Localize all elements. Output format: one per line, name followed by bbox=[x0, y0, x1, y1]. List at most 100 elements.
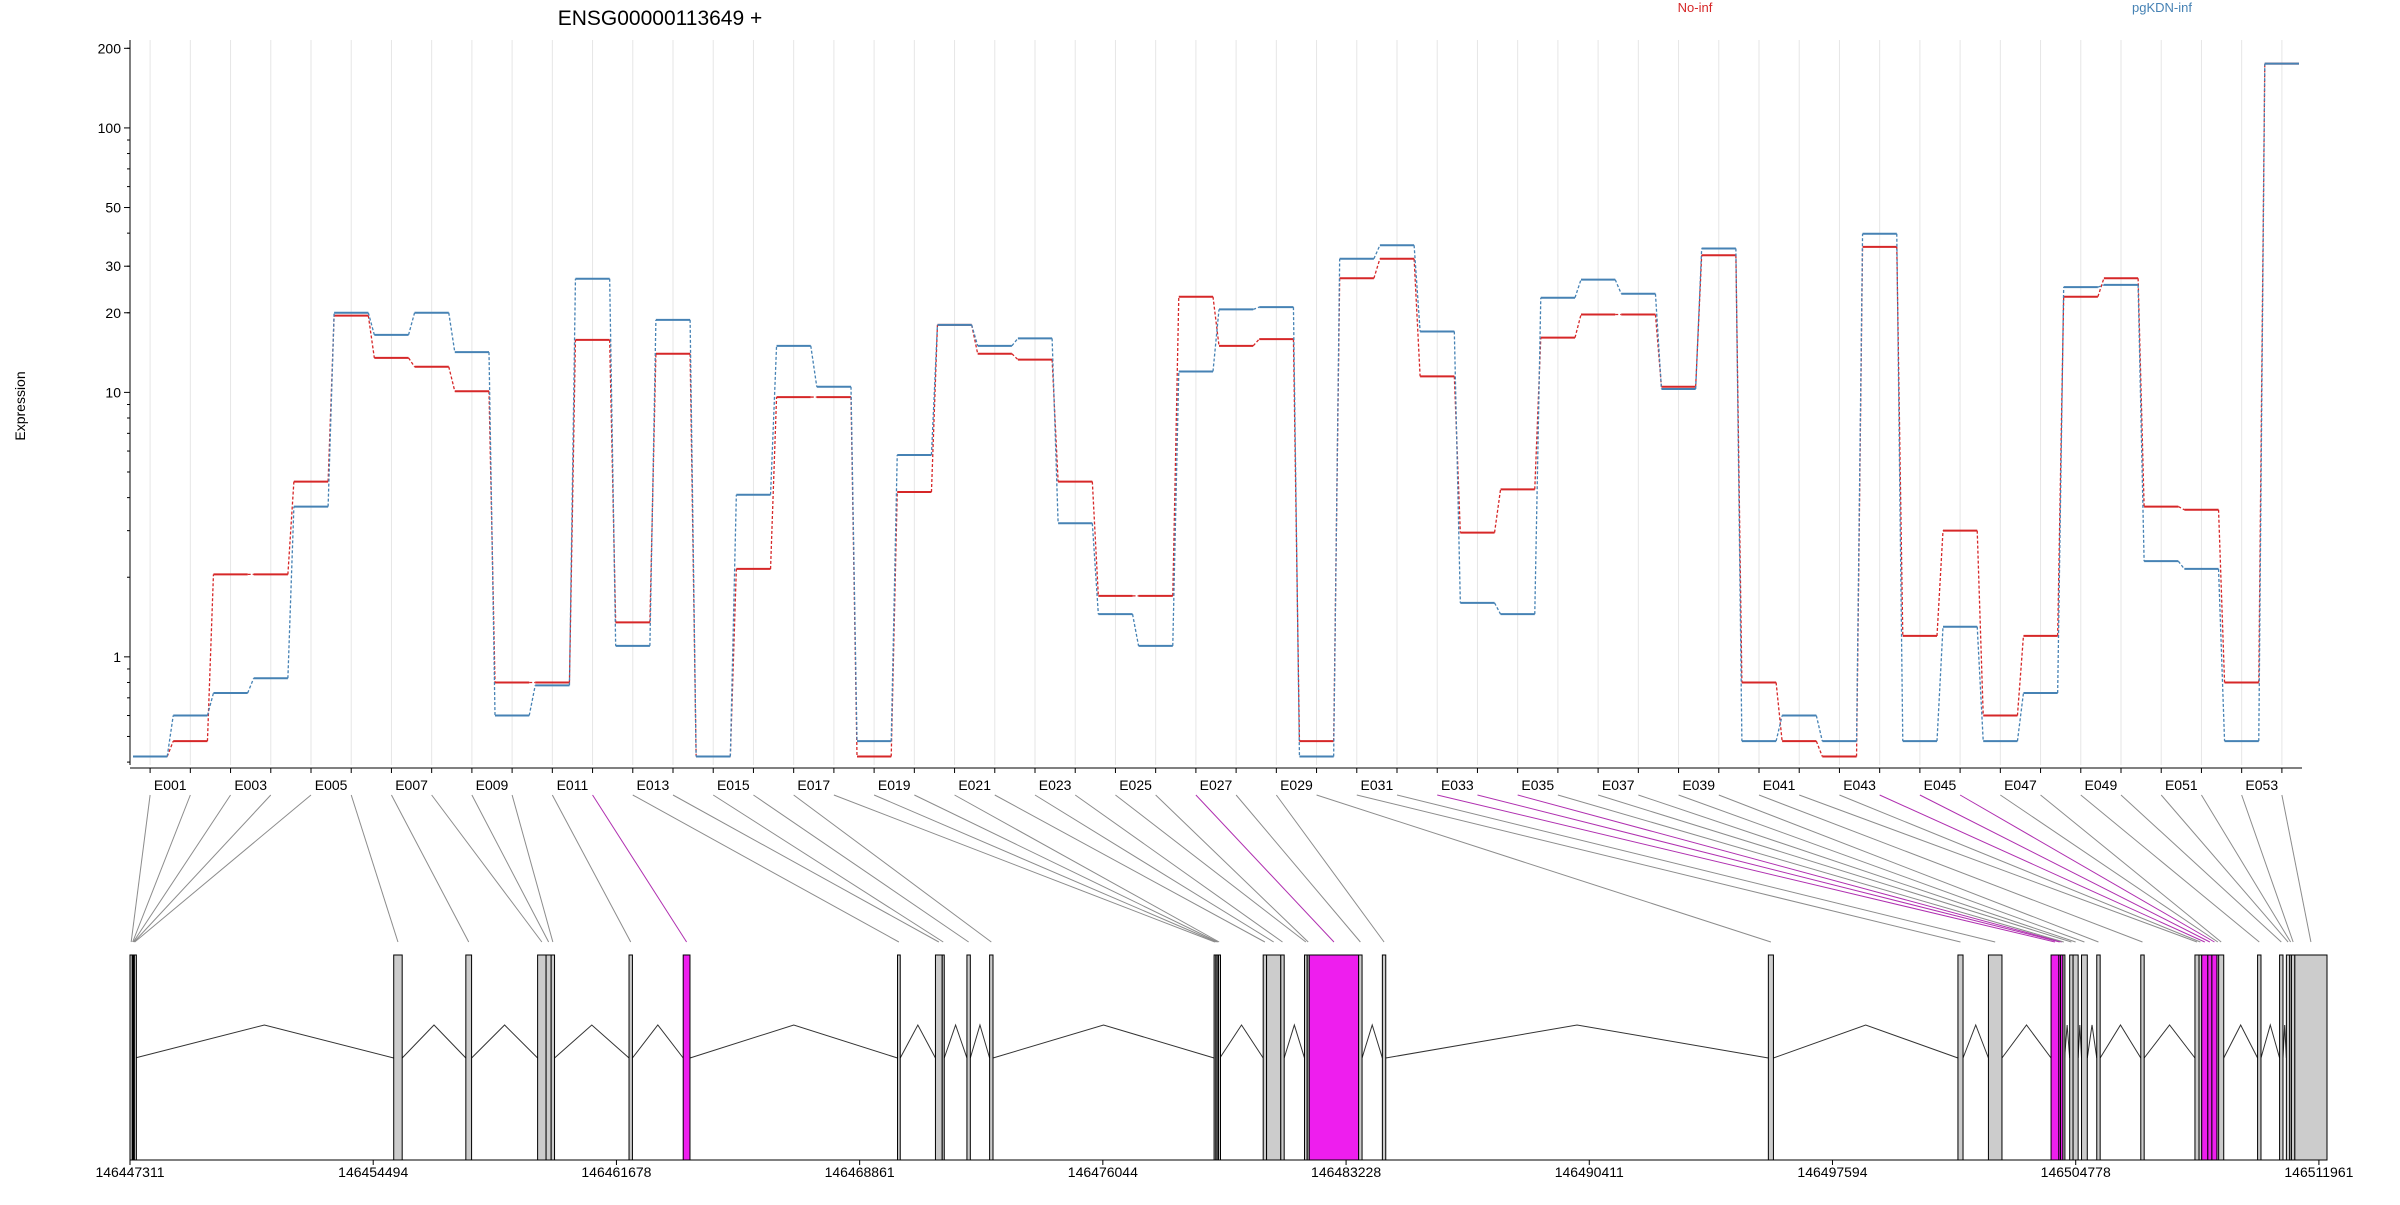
series-2-connector bbox=[1735, 248, 1743, 742]
exon-box bbox=[2201, 954, 2209, 1161]
series-2-connector bbox=[1453, 331, 1461, 603]
exon-connector bbox=[134, 794, 312, 943]
exon-connector bbox=[2040, 794, 2222, 943]
exon-connector bbox=[1638, 794, 2076, 943]
legend-label-series-2: pgKDN-inf bbox=[2132, 0, 2192, 15]
exon-connector bbox=[132, 794, 231, 943]
exon-connector bbox=[1275, 794, 1385, 943]
series-2-connector bbox=[367, 312, 375, 336]
exon-connector bbox=[1356, 794, 1961, 943]
intron bbox=[1773, 1024, 1959, 1059]
exon-box bbox=[1266, 954, 1282, 1161]
intron bbox=[134, 1024, 394, 1059]
intron bbox=[554, 1024, 630, 1059]
series-2-connector bbox=[810, 345, 818, 387]
exon-label: E017 bbox=[797, 777, 830, 793]
series-1 bbox=[133, 62, 2299, 758]
exon-connector bbox=[1557, 794, 2064, 943]
series-1-connector bbox=[206, 574, 215, 742]
series-1-connector bbox=[1493, 489, 1502, 533]
series-1-connector bbox=[448, 366, 456, 392]
series-1-connector bbox=[367, 315, 375, 359]
exon-connector bbox=[672, 794, 940, 943]
exon-box bbox=[2140, 954, 2145, 1161]
exon-label: E035 bbox=[1521, 777, 1554, 793]
exon-box bbox=[1217, 954, 1221, 1161]
series-2-connector bbox=[2217, 568, 2226, 742]
series-2-connector bbox=[649, 319, 657, 646]
exon-box bbox=[2194, 954, 2200, 1161]
exon-connector bbox=[1517, 794, 2062, 943]
exon-connector bbox=[133, 794, 272, 943]
intron bbox=[1962, 1023, 1989, 1059]
exon-label: E053 bbox=[2245, 777, 2278, 793]
series-1-connector bbox=[930, 324, 939, 493]
intron bbox=[1219, 1024, 1264, 1059]
exon-label: E027 bbox=[1200, 777, 1233, 793]
series-2-connector bbox=[166, 715, 174, 757]
exon-box bbox=[2290, 954, 2296, 1161]
exon-connector bbox=[2241, 794, 2294, 943]
series-1-connector bbox=[1815, 740, 1823, 757]
y-axis: 1 10 20 30 50 100 200 bbox=[98, 40, 131, 765]
series-2-connector bbox=[1091, 523, 1099, 615]
series-1-connector bbox=[2137, 278, 2145, 507]
series-1-connector bbox=[1453, 376, 1461, 533]
exon-label: E007 bbox=[395, 777, 428, 793]
exon-label: E019 bbox=[878, 777, 911, 793]
exon-box bbox=[465, 954, 473, 1161]
exon-label: E015 bbox=[717, 777, 750, 793]
y-tick-label: 100 bbox=[98, 120, 122, 136]
exon-label: E011 bbox=[557, 777, 589, 793]
exon-box bbox=[989, 954, 994, 1161]
series-1-connector bbox=[1574, 314, 1582, 338]
genomic-tick-label: 146497594 bbox=[1797, 1164, 1867, 1180]
exon-connector bbox=[632, 794, 900, 943]
exon-connector bbox=[2120, 794, 2282, 943]
series-1-connector bbox=[2097, 278, 2105, 297]
exon-connector bbox=[954, 794, 1220, 943]
exon-connector bbox=[2080, 794, 2260, 943]
exon-box bbox=[1767, 954, 1774, 1161]
exon-label: E033 bbox=[1441, 777, 1474, 793]
intron bbox=[471, 1024, 538, 1059]
intron bbox=[2077, 1024, 2083, 1059]
series-2-connector bbox=[1695, 248, 1703, 390]
genomic-tick-label: 146511961 bbox=[2284, 1164, 2353, 1180]
y-axis-label: Expression bbox=[12, 371, 28, 440]
exon-box bbox=[2081, 954, 2088, 1161]
series-2-connector bbox=[1855, 233, 1864, 742]
chart-title: ENSG00000113649 + bbox=[558, 7, 763, 30]
intron bbox=[2064, 1024, 2071, 1059]
series-2-connector bbox=[1775, 715, 1783, 742]
exon-connector bbox=[350, 794, 399, 943]
exon-box bbox=[2257, 954, 2262, 1161]
intron bbox=[899, 1023, 936, 1059]
series-2-connector bbox=[1212, 309, 1220, 372]
series-1-connector bbox=[1011, 353, 1019, 361]
series-2-connector bbox=[1534, 297, 1542, 615]
exon-box bbox=[2050, 954, 2060, 1161]
exon-box bbox=[550, 954, 556, 1161]
series-2-connector bbox=[1493, 602, 1502, 615]
intron bbox=[1385, 1024, 1769, 1059]
exon-label: E013 bbox=[637, 777, 670, 793]
exon-connector bbox=[431, 794, 543, 943]
exon-connector bbox=[753, 794, 969, 943]
exon-connector bbox=[592, 794, 688, 943]
exon-box bbox=[133, 954, 137, 1161]
exon-connector bbox=[471, 794, 550, 943]
series-2-connector bbox=[1051, 338, 1059, 524]
exon-label: E001 bbox=[154, 777, 187, 793]
exon-box bbox=[1381, 954, 1387, 1161]
exon-box bbox=[2207, 954, 2213, 1161]
intron bbox=[689, 1024, 898, 1059]
series-2-connector bbox=[729, 494, 737, 757]
exon-connector bbox=[2160, 794, 2289, 943]
intron bbox=[632, 1024, 684, 1059]
exon-label: E051 bbox=[2165, 777, 2198, 793]
series-2-connector bbox=[930, 324, 939, 455]
y-tick-label: 20 bbox=[105, 305, 121, 321]
